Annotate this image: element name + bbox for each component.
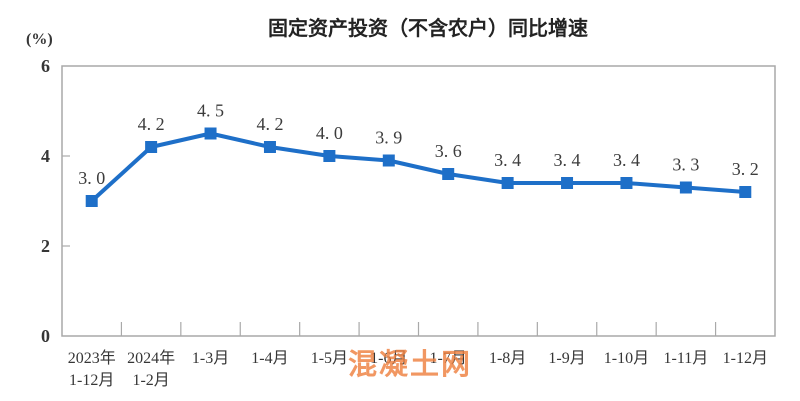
y-axis-tick-label: 6 bbox=[41, 56, 50, 76]
data-point-label: 4. 0 bbox=[316, 123, 343, 143]
data-point-marker bbox=[263, 141, 276, 153]
data-point-marker bbox=[501, 177, 514, 189]
data-point-label: 4. 5 bbox=[197, 101, 224, 121]
data-point-label: 3. 4 bbox=[494, 150, 521, 170]
y-axis-unit-label: (%) bbox=[26, 31, 53, 48]
data-point-label: 4. 2 bbox=[256, 114, 283, 134]
x-axis-label: 1-9月 bbox=[548, 350, 585, 367]
data-point-label: 3. 4 bbox=[554, 150, 581, 170]
data-point-marker bbox=[739, 186, 752, 198]
x-axis-label: 1-6月 bbox=[370, 350, 407, 367]
y-axis-tick-label: 4 bbox=[41, 146, 50, 166]
x-axis-label: 1-4月 bbox=[251, 350, 288, 367]
data-point-marker bbox=[442, 168, 455, 180]
data-point-marker bbox=[145, 141, 158, 153]
data-point-label: 3. 2 bbox=[732, 159, 759, 179]
watermark: 混凝土网 bbox=[348, 349, 473, 381]
x-axis-label: 2023年 1-12月 bbox=[68, 349, 116, 389]
data-point-label: 4. 2 bbox=[138, 114, 165, 134]
x-axis-label: 1-8月 bbox=[489, 350, 526, 367]
data-point-marker bbox=[382, 154, 395, 167]
chart-title: 固定资产投资（不含农户）同比增速 bbox=[268, 18, 588, 40]
x-axis-label: 1-12月 bbox=[723, 350, 768, 367]
data-point-label: 3. 6 bbox=[435, 141, 462, 161]
x-axis-label: 1-7月 bbox=[430, 350, 467, 367]
x-axis-label: 1-3月 bbox=[192, 350, 229, 367]
data-point-marker bbox=[561, 177, 574, 189]
data-point-label: 3. 3 bbox=[672, 155, 699, 175]
data-point-label: 3. 4 bbox=[613, 150, 640, 170]
data-point-marker bbox=[323, 150, 336, 162]
data-point-label: 3. 9 bbox=[375, 128, 402, 148]
data-point-marker bbox=[204, 127, 217, 140]
x-axis-label: 1-10月 bbox=[604, 350, 649, 367]
y-axis-tick-label: 0 bbox=[41, 326, 50, 346]
data-point-marker bbox=[620, 177, 633, 189]
x-axis-label: 1-11月 bbox=[664, 350, 709, 367]
data-series-line bbox=[90, 131, 746, 203]
plot-border bbox=[61, 65, 776, 337]
data-point-label: 3. 0 bbox=[78, 168, 105, 188]
data-point-marker bbox=[679, 181, 692, 194]
x-axis-label: 2024年 1-2月 bbox=[127, 349, 175, 389]
x-axis-label: 1-5月 bbox=[311, 350, 348, 367]
y-axis-tick-label: 2 bbox=[41, 236, 50, 256]
data-point-marker bbox=[85, 195, 98, 207]
